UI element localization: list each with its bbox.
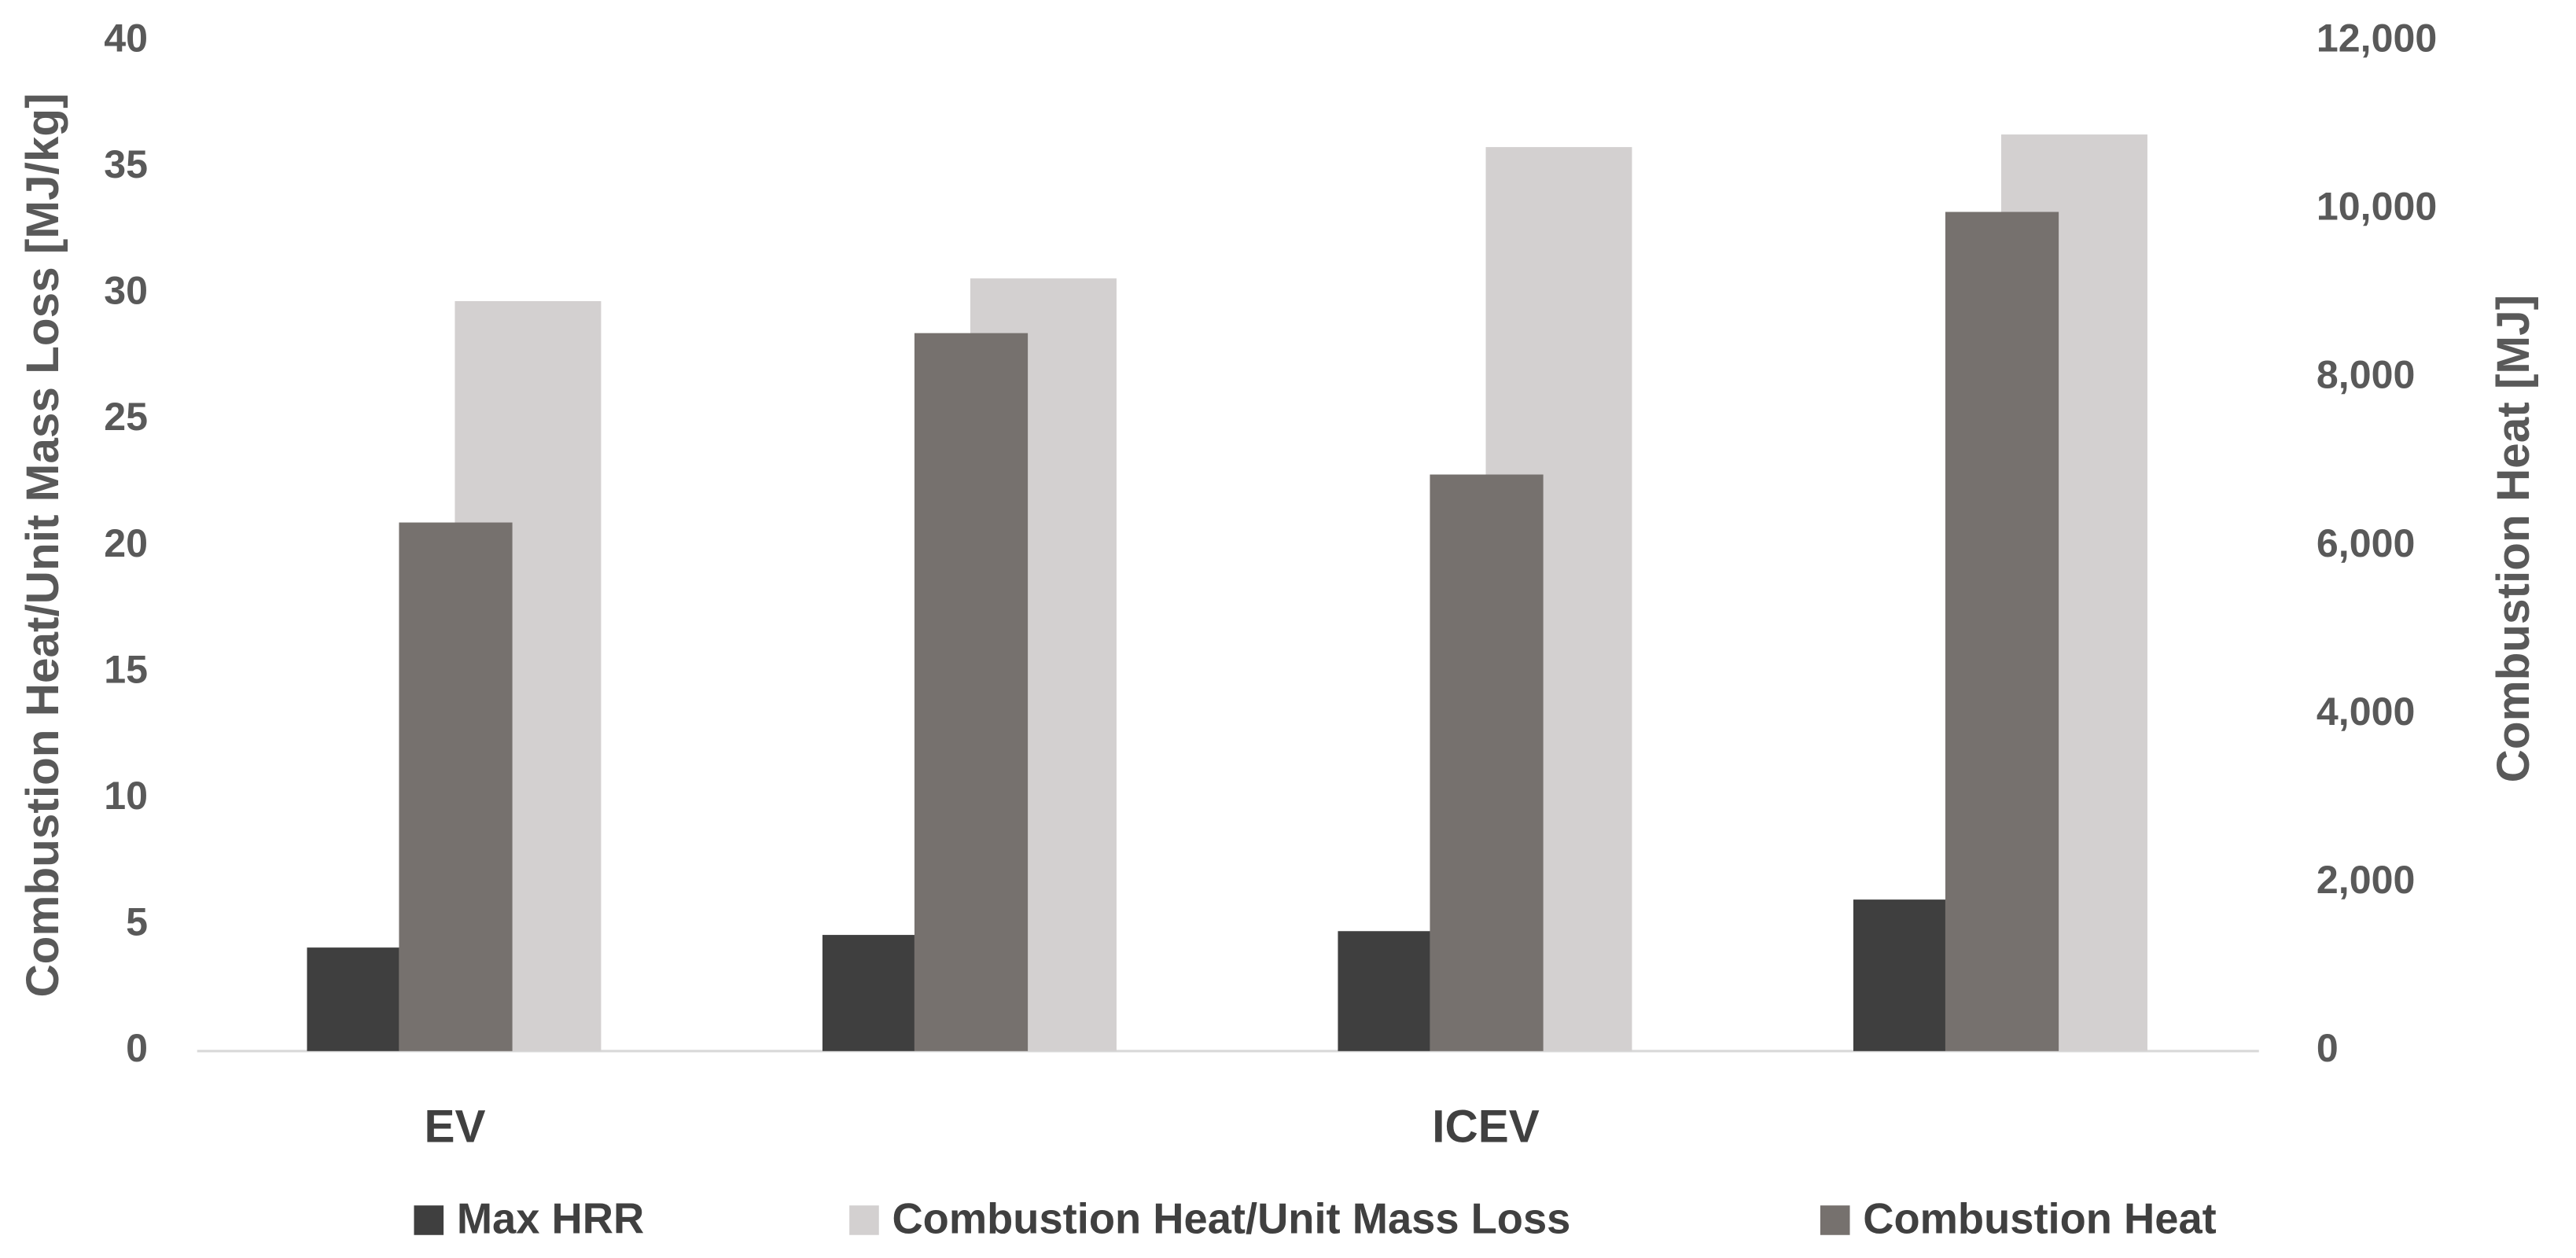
x-tick-label: EV	[424, 1102, 485, 1153]
legend-swatch	[414, 1205, 444, 1235]
y2-tick-label: 12,000	[2317, 16, 2437, 60]
y-tick-label: 5	[126, 899, 148, 944]
legend-label: Max HRR	[457, 1194, 644, 1242]
bar	[1338, 931, 1430, 1051]
legend-swatch	[1820, 1205, 1850, 1235]
y-tick-label: 15	[104, 647, 148, 691]
bar	[914, 333, 1029, 1051]
legend-label: Combustion Heat	[1863, 1194, 2217, 1242]
bar	[399, 522, 513, 1051]
y-tick-label: 35	[104, 142, 148, 186]
y-tick-label: 0	[126, 1026, 148, 1070]
y-tick-label: 20	[104, 521, 148, 565]
y-axis-title: Combustion Heat/Unit Mass Loss [MJ/kg]	[17, 93, 68, 997]
y-tick-label: 30	[104, 269, 148, 313]
bar	[307, 947, 399, 1051]
x-tick-label: ICEV	[1432, 1102, 1540, 1153]
legend-label: Combustion Heat/Unit Mass Loss	[892, 1194, 1570, 1242]
y2-tick-label: 6,000	[2317, 521, 2415, 565]
bar	[1853, 899, 1945, 1051]
y2-tick-label: 10,000	[2317, 185, 2437, 229]
bar	[1430, 474, 1544, 1051]
y2-axis-title: Combustion Heat [MJ]	[2488, 295, 2539, 783]
y2-tick-label: 4,000	[2317, 690, 2415, 734]
y2-tick-label: 0	[2317, 1026, 2339, 1070]
y2-tick-label: 2,000	[2317, 858, 2415, 902]
legend-swatch	[849, 1205, 879, 1235]
y-tick-label: 40	[104, 16, 148, 60]
y2-tick-label: 8,000	[2317, 353, 2415, 397]
y-tick-label: 25	[104, 395, 148, 439]
bar	[1945, 212, 2059, 1051]
y-tick-label: 10	[104, 774, 148, 818]
bar	[822, 935, 914, 1051]
